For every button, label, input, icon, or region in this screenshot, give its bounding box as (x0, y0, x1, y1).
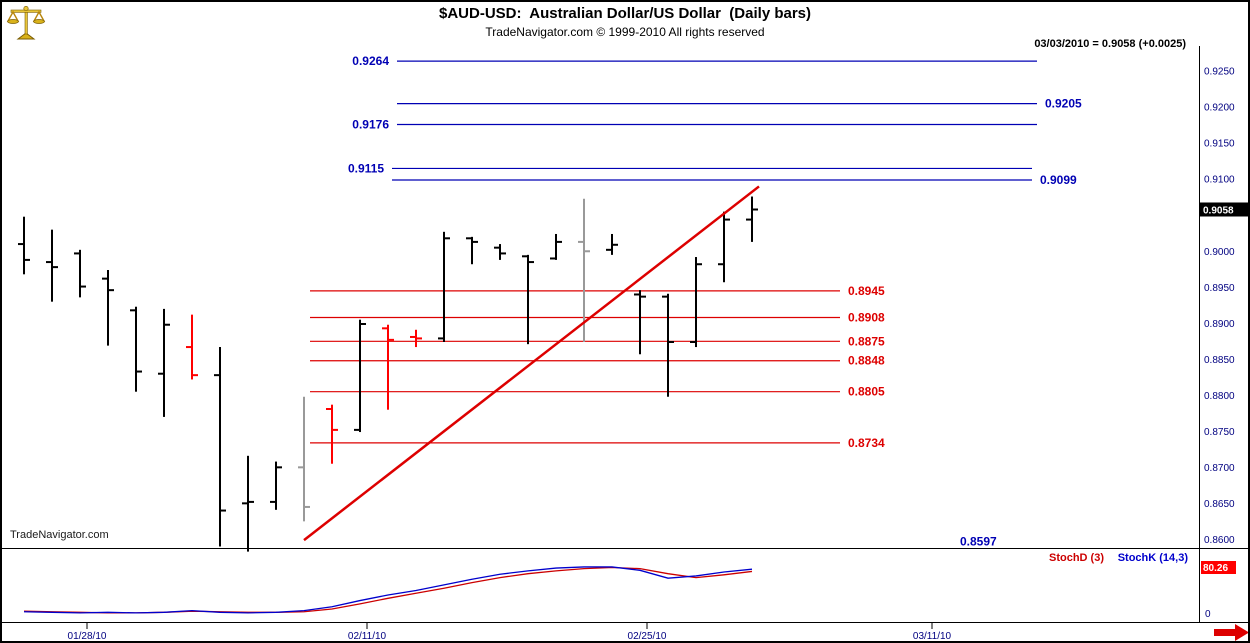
date-label: 02/25/10 (628, 631, 667, 642)
resistance-level-label: 0.9176 (352, 118, 389, 132)
stoch-zero-label: 0 (1205, 609, 1211, 620)
resistance-level-label: 0.8597 (960, 535, 997, 549)
trend-line (303, 185, 760, 542)
support-level-label: 0.8908 (848, 311, 885, 325)
price-axis-tick: 0.8800 (1204, 391, 1235, 402)
resistance-level-label: 0.9099 (1040, 173, 1077, 187)
stoch-d-line (23, 566, 753, 614)
date-label: 03/11/10 (913, 631, 952, 642)
price-axis-tick: 0.8700 (1204, 463, 1235, 474)
price-axis-tick: 0.8850 (1204, 355, 1235, 366)
support-level-label: 0.8805 (848, 385, 885, 399)
quote-date-price: 03/03/2010 = 0.9058 (+0.0025) (1034, 38, 1186, 50)
price-axis-tick: 0.8950 (1204, 283, 1235, 294)
stoch-k-line (23, 566, 753, 614)
price-axis-tick: 0.8600 (1204, 535, 1235, 546)
stoch-d-label: StochD (3) (1049, 552, 1104, 564)
resistance-level-label: 0.9115 (348, 161, 384, 175)
last-price-badge (1200, 202, 1248, 217)
stoch-k-label: StochK (14,3) (1118, 552, 1189, 564)
support-level-label: 0.8945 (848, 284, 885, 298)
page-title: $AUD-USD: Australian Dollar/US Dollar (D… (438, 5, 812, 22)
resistance-level-label: 0.9264 (352, 54, 389, 68)
price-axis-tick: 0.9100 (1204, 175, 1235, 186)
last-price-badge-text: 0.9058 (1203, 205, 1234, 216)
price-axis-tick: 0.9250 (1204, 67, 1235, 78)
forward-arrow-icon[interactable] (1214, 624, 1249, 641)
copyright-subtitle: TradeNavigator.com © 1999-2010 All right… (485, 25, 765, 39)
stoch-value-badge-text: 80.26 (1203, 563, 1228, 574)
price-axis-tick: 0.8750 (1204, 427, 1235, 438)
date-label: 02/11/10 (348, 631, 387, 642)
support-level-label: 0.8875 (848, 334, 885, 348)
date-label: 01/28/10 (68, 631, 107, 642)
price-axis-tick: 0.9000 (1204, 247, 1235, 258)
watermark-text: TradeNavigator.com (10, 529, 109, 541)
support-level-label: 0.8734 (848, 436, 885, 450)
price-axis-tick: 0.9150 (1204, 139, 1235, 150)
resistance-level-label: 0.9205 (1045, 97, 1082, 111)
price-axis-tick: 0.8900 (1204, 319, 1235, 330)
support-level-label: 0.8848 (848, 354, 885, 368)
price-axis-tick: 0.9200 (1204, 103, 1235, 114)
price-axis-tick: 0.8650 (1204, 499, 1235, 510)
stoch-value-badge (1201, 561, 1236, 574)
tradenavigator-logo-icon (6, 5, 46, 40)
